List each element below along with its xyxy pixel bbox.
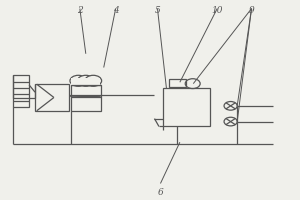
Text: 9: 9 [249,6,254,15]
Circle shape [85,75,102,86]
Text: 5: 5 [154,6,160,15]
Text: 10: 10 [212,6,223,15]
Bar [71,78,100,85]
Text: 2: 2 [77,6,83,15]
Bar [35,84,69,111]
Circle shape [70,75,87,86]
Bar [71,85,101,111]
Text: 4: 4 [113,6,118,15]
Bar [13,75,29,107]
Text: 6: 6 [158,188,163,197]
Bar [169,79,186,87]
Circle shape [77,75,94,86]
Bar [164,88,210,126]
